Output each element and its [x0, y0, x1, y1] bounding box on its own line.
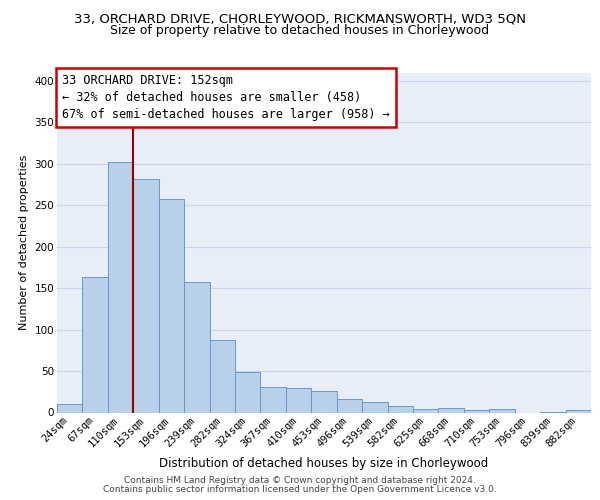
Bar — [108, 162, 133, 412]
Text: Contains public sector information licensed under the Open Government Licence v3: Contains public sector information licen… — [103, 485, 497, 494]
Text: Size of property relative to detached houses in Chorleywood: Size of property relative to detached ho… — [110, 24, 490, 37]
Bar — [566, 410, 591, 412]
Y-axis label: Number of detached properties: Number of detached properties — [19, 155, 29, 330]
Bar — [286, 388, 311, 412]
Bar — [388, 406, 413, 412]
Bar — [235, 372, 260, 412]
Text: 33 ORCHARD DRIVE: 152sqm
← 32% of detached houses are smaller (458)
67% of semi-: 33 ORCHARD DRIVE: 152sqm ← 32% of detach… — [62, 74, 390, 121]
Bar — [337, 399, 362, 412]
X-axis label: Distribution of detached houses by size in Chorleywood: Distribution of detached houses by size … — [160, 457, 488, 470]
Bar — [489, 409, 515, 412]
Bar — [82, 278, 108, 412]
Bar — [159, 198, 184, 412]
Bar — [184, 282, 209, 412]
Bar — [209, 340, 235, 412]
Bar — [260, 387, 286, 412]
Bar — [439, 408, 464, 412]
Bar — [311, 391, 337, 412]
Bar — [413, 409, 439, 412]
Text: Contains HM Land Registry data © Crown copyright and database right 2024.: Contains HM Land Registry data © Crown c… — [124, 476, 476, 485]
Bar — [362, 402, 388, 412]
Bar — [464, 410, 489, 412]
Text: 33, ORCHARD DRIVE, CHORLEYWOOD, RICKMANSWORTH, WD3 5QN: 33, ORCHARD DRIVE, CHORLEYWOOD, RICKMANS… — [74, 12, 526, 26]
Bar — [57, 404, 82, 412]
Bar — [133, 180, 159, 412]
